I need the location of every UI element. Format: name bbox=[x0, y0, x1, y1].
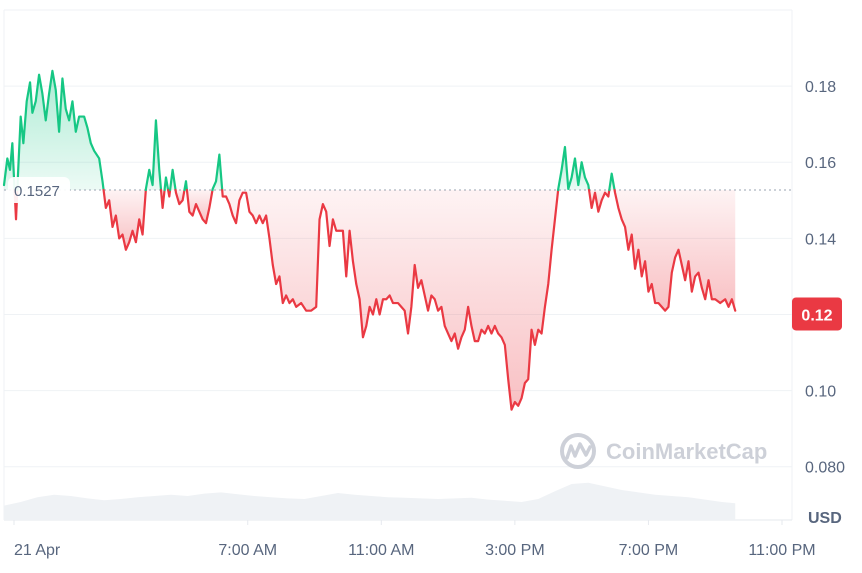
line-segment-down bbox=[587, 188, 611, 213]
y-tick-label: 0.18 bbox=[805, 79, 836, 96]
line-segment-up bbox=[557, 145, 591, 192]
y-tick-label: 0.14 bbox=[805, 231, 836, 248]
line-segment-down bbox=[159, 188, 166, 210]
reference-value: 0.1527 bbox=[14, 183, 60, 200]
unit-label: USD bbox=[808, 510, 842, 527]
line-segment-down bbox=[185, 188, 214, 225]
volume-fill bbox=[4, 482, 736, 520]
line-segment-up bbox=[16, 69, 105, 192]
line-segment-up bbox=[211, 153, 224, 192]
price-area bbox=[4, 70, 736, 410]
line-segment-down bbox=[167, 188, 172, 198]
watermark-text: CoinMarketCap bbox=[606, 439, 767, 464]
reference-label: 0.1527 bbox=[8, 177, 70, 204]
volume-area bbox=[4, 482, 736, 520]
current-price-badge: 0.12 bbox=[792, 297, 842, 331]
line-segment-up bbox=[2, 142, 16, 192]
x-axis: 21 Apr 7:00 AM 11:00 AM 3:00 PM 7:00 PM 11:00… bbox=[13, 520, 816, 559]
y-tick-label: 0.10 bbox=[805, 384, 836, 401]
area-below-reference bbox=[103, 190, 146, 250]
x-tick-label: 21 Apr bbox=[14, 542, 61, 559]
line-segment-up bbox=[608, 172, 616, 192]
x-tick-label: 11:00 AM bbox=[348, 542, 414, 559]
current-price-value: 0.12 bbox=[801, 307, 832, 324]
line-segment-up bbox=[163, 176, 170, 192]
line-segment-down bbox=[221, 188, 560, 411]
x-tick-label: 3:00 PM bbox=[485, 542, 545, 559]
y-tick-label: 0.16 bbox=[805, 155, 836, 172]
y-axis: 0.180.160.140.120.100.080 bbox=[805, 79, 845, 477]
line-segment-down bbox=[174, 188, 186, 206]
line-segment-up bbox=[168, 168, 177, 192]
x-tick-label: 7:00 AM bbox=[218, 542, 277, 559]
price-line bbox=[2, 69, 737, 411]
line-segment-down bbox=[613, 188, 737, 312]
area-above-reference bbox=[17, 70, 104, 191]
x-tick-label: 11:00 PM bbox=[748, 542, 815, 559]
watermark: CoinMarketCap bbox=[560, 433, 767, 469]
line-segment-up bbox=[144, 119, 163, 192]
area-below-reference bbox=[222, 190, 559, 410]
x-tick-label: 7:00 PM bbox=[619, 542, 679, 559]
line-segment-down bbox=[102, 188, 147, 251]
area-below-reference bbox=[614, 190, 736, 311]
line-segment-up bbox=[183, 180, 189, 192]
area-below-reference bbox=[186, 190, 213, 224]
y-tick-label: 0.080 bbox=[805, 460, 845, 477]
coinmarketcap-logo-icon bbox=[560, 433, 596, 469]
